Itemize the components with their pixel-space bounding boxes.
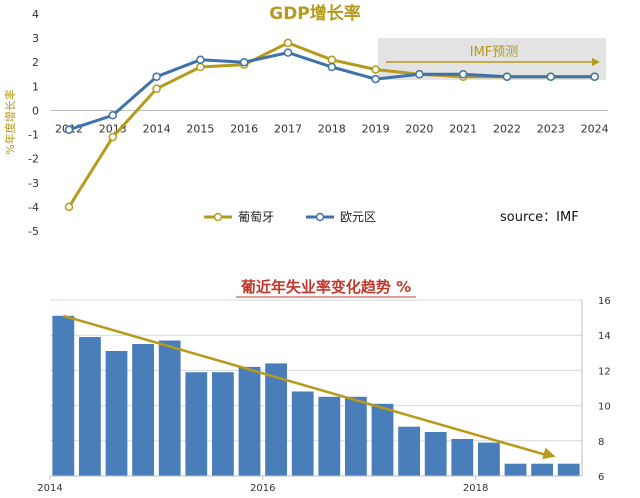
unemployment-bar xyxy=(238,366,261,476)
data-point-euro xyxy=(458,70,468,79)
gdp-x-tick-label: 2018 xyxy=(318,122,346,135)
trend-arrow xyxy=(62,314,548,457)
unemployment-bar xyxy=(52,315,75,476)
unemployment-bar xyxy=(318,396,341,476)
unemployment-bar xyxy=(79,337,101,476)
legend-label-portugal: 葡萄牙 xyxy=(238,210,274,224)
gdp-legend: 葡萄牙 欧元区 xyxy=(204,210,376,224)
gdp-growth-chart: GDP增长率 %年度增长率 IMF预测 -5-4-3-2-10123420122… xyxy=(3,3,609,238)
unemployment-bar xyxy=(158,340,181,476)
data-point-euro xyxy=(64,125,74,134)
gdp-x-tick-label: 2013 xyxy=(99,122,127,135)
unemployment-bars xyxy=(52,315,580,476)
gdp-y-tick-label: 4 xyxy=(32,8,39,21)
data-point-euro xyxy=(152,72,161,81)
source-note: source：IMF xyxy=(500,210,579,225)
unemployment-bar xyxy=(531,463,553,476)
unemployment-bar xyxy=(424,432,447,476)
unemployment-chart-title: 葡近年失业率变化趋势 % xyxy=(240,278,411,296)
gdp-series xyxy=(64,38,599,212)
data-point-euro xyxy=(108,111,118,120)
gdp-x-tick-label: 2021 xyxy=(449,122,477,135)
unemployment-bar xyxy=(504,463,527,476)
gdp-y-tick-label: -2 xyxy=(28,153,39,166)
forecast-arrowhead xyxy=(592,58,600,66)
data-point-euro xyxy=(239,57,249,67)
unemployment-bar xyxy=(185,372,208,476)
unemployment-bar xyxy=(132,344,154,476)
data-point-portugal xyxy=(108,132,118,142)
unemployment-y-tick-label: 16 xyxy=(598,296,611,307)
unemployment-bar xyxy=(478,442,500,476)
gdp-y-tick-label: -3 xyxy=(28,177,39,190)
unemployment-y-tick-label: 10 xyxy=(598,402,611,413)
gdp-y-axis-label: %年度增长率 xyxy=(3,89,17,154)
unemployment-bar xyxy=(398,426,420,476)
data-point-portugal xyxy=(371,65,380,74)
unemployment-x-tick-label: 2018 xyxy=(463,483,488,494)
data-point-euro xyxy=(196,55,205,65)
gdp-x-tick-label: 2024 xyxy=(581,122,609,135)
gdp-x-tick-label: 2014 xyxy=(143,122,171,135)
unemployment-bar xyxy=(265,363,287,476)
gdp-y-tick-label: -5 xyxy=(28,225,39,238)
unemployment-bar xyxy=(291,391,314,476)
unemployment-y-tick-label: 12 xyxy=(598,366,611,377)
trend-arrowhead xyxy=(542,447,556,460)
gdp-y-tick-label: 0 xyxy=(32,104,39,117)
unemployment-axes: 6 8 10 12 14 16 2014 2016 2018 xyxy=(37,296,610,494)
unemployment-y-tick-label: 6 xyxy=(598,472,604,483)
data-point-euro xyxy=(371,74,380,84)
unemployment-bar xyxy=(212,372,234,476)
gdp-y-tick-label: 3 xyxy=(32,32,39,45)
data-point-euro xyxy=(546,72,556,81)
gdp-axes: -5-4-3-2-1012342012201320142015201620172… xyxy=(28,8,609,238)
imf-forecast-label: IMF预测 xyxy=(470,45,519,60)
legend-marker-euro xyxy=(315,212,325,222)
gdp-y-tick-label: -1 xyxy=(28,129,39,142)
data-point-portugal xyxy=(64,202,74,212)
legend-label-euro: 欧元区 xyxy=(340,210,376,224)
gdp-x-tick-label: 2022 xyxy=(493,122,521,135)
gdp-x-tick-label: 2015 xyxy=(186,122,214,135)
unemployment-bar xyxy=(557,463,580,476)
unemployment-bar xyxy=(371,403,394,476)
data-point-euro xyxy=(415,70,424,79)
legend-marker-portugal xyxy=(213,212,223,222)
unemployment-bar xyxy=(105,351,128,476)
unemployment-x-tick-label: 2014 xyxy=(37,483,62,494)
gdp-y-tick-label: 1 xyxy=(32,80,39,93)
data-point-portugal xyxy=(152,84,161,93)
gdp-x-tick-label: 2020 xyxy=(405,122,433,135)
data-point-euro xyxy=(502,72,512,81)
unemployment-bar xyxy=(451,439,474,476)
unemployment-y-tick-label: 8 xyxy=(598,437,604,448)
data-point-portugal xyxy=(283,38,293,48)
unemployment-y-tick-label: 14 xyxy=(598,331,611,342)
gdp-y-tick-label: -4 xyxy=(28,201,39,214)
gdp-x-tick-label: 2019 xyxy=(362,122,390,135)
gdp-x-tick-label: 2023 xyxy=(537,122,565,135)
gdp-chart-title: GDP增长率 xyxy=(269,3,361,24)
unemployment-x-tick-label: 2016 xyxy=(250,483,275,494)
gdp-x-tick-label: 2016 xyxy=(230,122,258,135)
data-point-euro xyxy=(283,48,293,57)
gdp-x-tick-label: 2017 xyxy=(274,122,302,135)
data-point-euro xyxy=(327,62,337,72)
unemployment-bar xyxy=(345,396,367,476)
data-point-euro xyxy=(590,72,599,81)
gdp-y-tick-label: 2 xyxy=(32,56,39,69)
